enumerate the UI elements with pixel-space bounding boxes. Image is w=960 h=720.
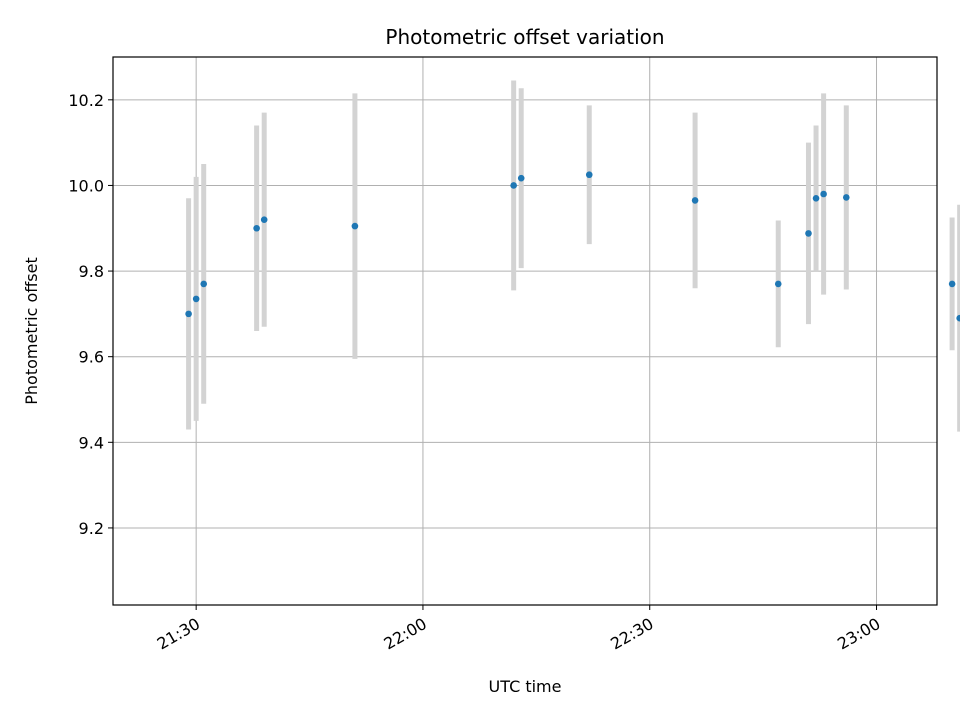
grid: [113, 57, 937, 605]
y-axis-ticks: 9.2 9.4 9.6 9.8 10.0 10.2: [68, 91, 113, 538]
data-point: [517, 174, 525, 182]
data-point: [956, 314, 960, 322]
data-point: [351, 222, 359, 230]
data-point: [691, 197, 699, 204]
y-tick-label: 9.6: [79, 348, 104, 367]
data-point: [185, 310, 192, 318]
data-point: [585, 171, 593, 179]
chart-title: Photometric offset variation: [385, 25, 664, 49]
data-point: [842, 194, 850, 201]
y-tick-label: 10.2: [68, 91, 104, 110]
x-axis-label: UTC time: [489, 677, 562, 696]
data-point: [192, 295, 200, 303]
data-points: [185, 171, 960, 322]
y-tick-label: 9.8: [79, 262, 104, 281]
data-point: [812, 194, 820, 202]
data-point: [820, 190, 827, 198]
data-point: [253, 224, 260, 232]
y-tick-label: 9.4: [79, 433, 104, 452]
data-point: [774, 280, 782, 288]
data-point: [200, 280, 208, 288]
data-point: [805, 230, 812, 237]
y-axis-label: Photometric offset: [22, 257, 41, 405]
data-point: [260, 216, 268, 223]
data-point: [948, 280, 956, 288]
data-point: [510, 182, 517, 189]
y-tick-label: 10.0: [68, 176, 104, 195]
y-tick-label: 9.2: [79, 519, 104, 538]
plot-frame: [112, 56, 938, 606]
